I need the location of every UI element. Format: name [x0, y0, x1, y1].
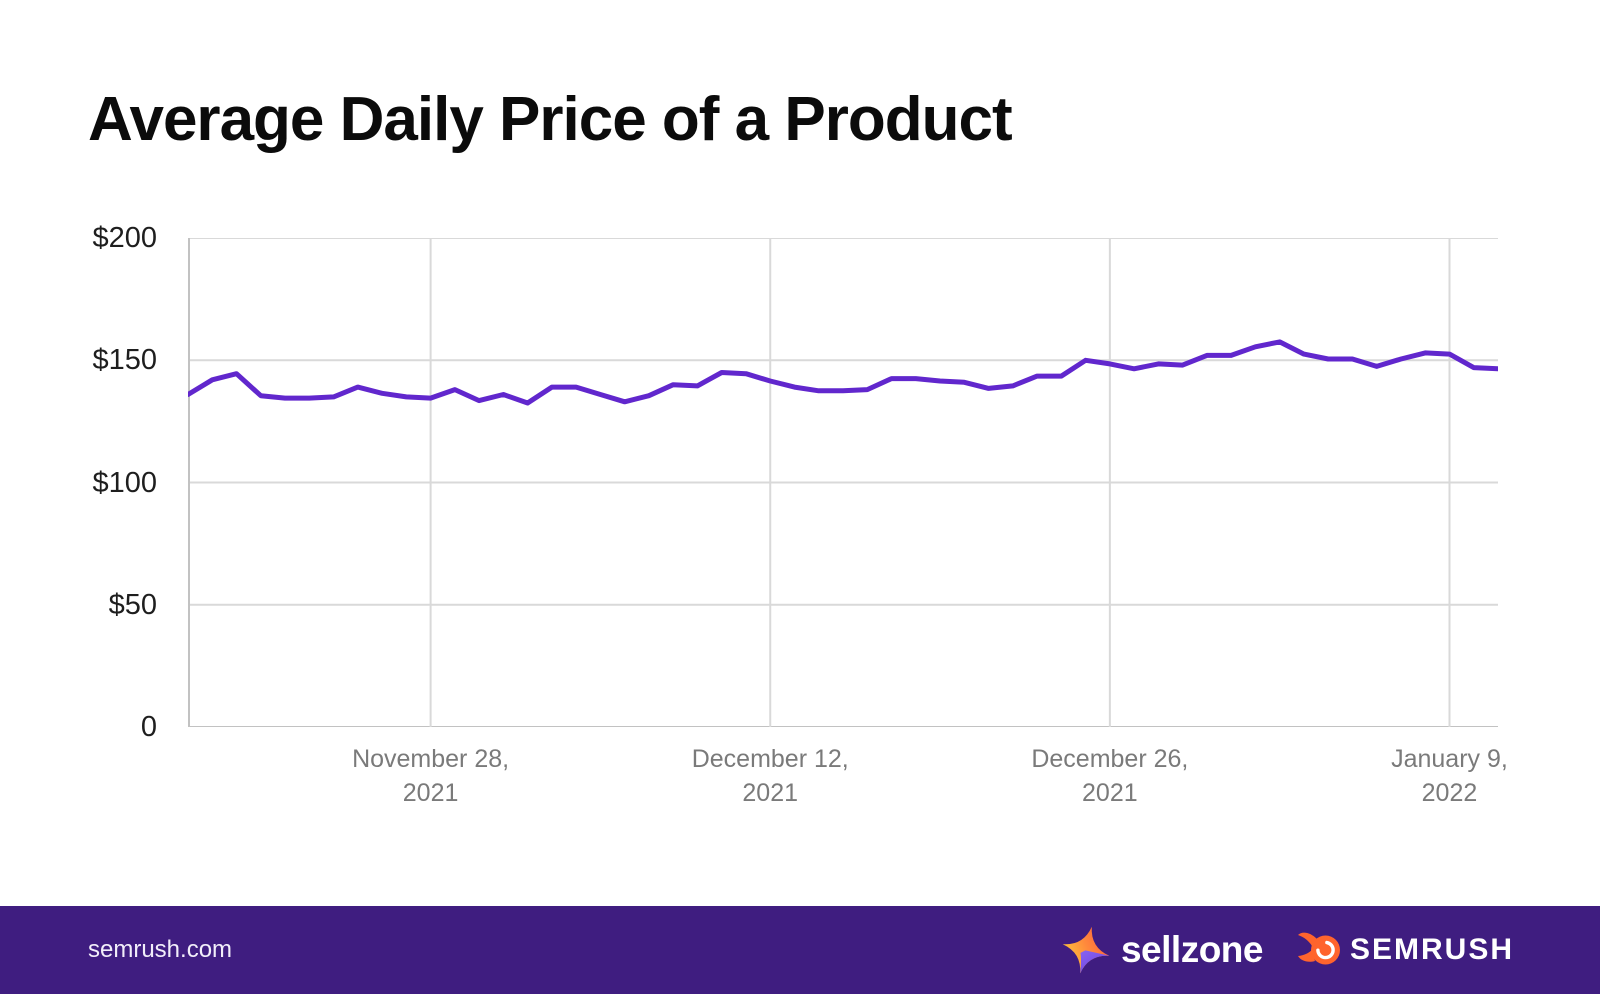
semrush-wordmark: SEMRUSH: [1349, 933, 1514, 966]
x-tick-label: November 28, 2021: [352, 745, 510, 807]
y-tick-label: $200: [92, 222, 157, 254]
x-tick-label: January 9, 2022: [1391, 745, 1508, 807]
y-tick-label: $150: [92, 344, 157, 377]
price-line: [188, 339, 1498, 406]
y-tick-label: $50: [108, 588, 157, 621]
x-axis: November 28, 2021 December 12, 2021 December…: [0, 742, 1600, 832]
semrush-logo[interactable]: SEMRUSH: [1297, 930, 1514, 970]
sellzone-star-icon: [1062, 926, 1110, 974]
chart-title: Average Daily Price of a Product: [88, 85, 1013, 154]
vertical-gridlines: [188, 238, 1451, 727]
sellzone-logo[interactable]: sellzone: [1062, 926, 1263, 974]
footer-banner: semrush.com: [0, 906, 1600, 994]
footer-logos: sellzone SEMRUSH: [1062, 906, 1514, 994]
y-axis: $200 $150 $100 $50 0: [0, 222, 157, 743]
y-tick-label: $100: [92, 466, 157, 499]
semrush-comet-icon: [1297, 932, 1340, 965]
x-tick-label: December 26, 2021: [1031, 745, 1189, 807]
y-tick-label: 0: [140, 711, 157, 743]
horizontal-gridlines: [188, 238, 1498, 727]
x-tick-label: December 12, 2021: [691, 745, 849, 807]
plot-area: [188, 238, 1498, 727]
sellzone-wordmark: sellzone: [1120, 929, 1264, 970]
website-link[interactable]: semrush.com: [88, 936, 233, 963]
